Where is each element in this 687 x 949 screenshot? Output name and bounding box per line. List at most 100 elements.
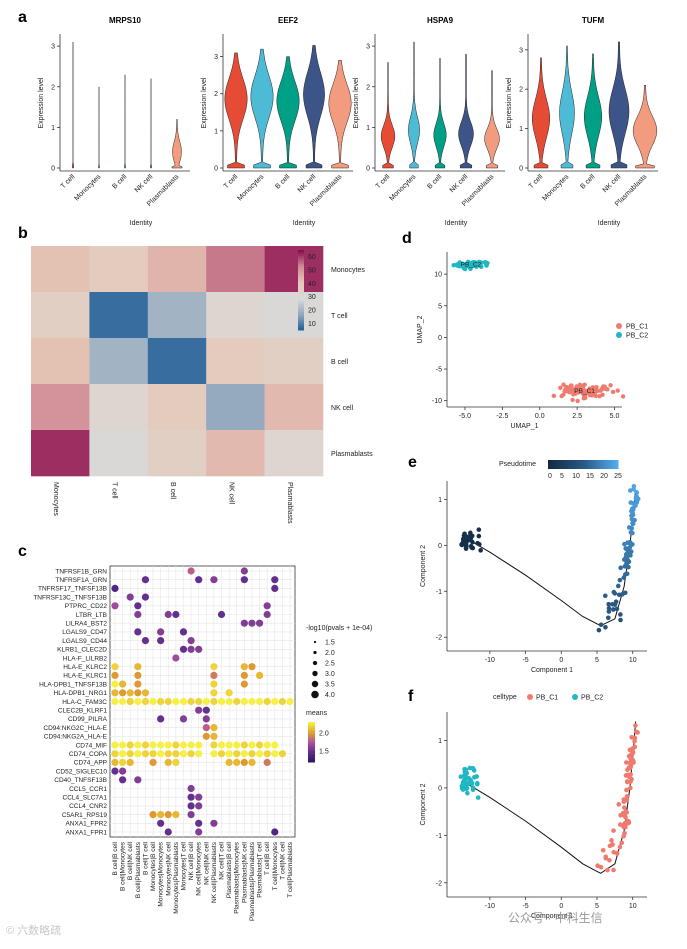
violin-category-label: T cell [375,173,392,190]
dotplot-point [172,741,180,749]
dotplot-point [149,741,157,749]
violin-ytick-label: 1 [366,125,370,132]
pseudotime-legend-step [592,460,596,469]
dotplot-point [187,802,195,810]
traj-point [603,624,608,630]
umap-point [484,263,489,268]
pseudotime-legend-step [601,460,605,469]
traj-point [623,572,628,577]
dotplot-point [225,697,233,706]
traj-point [606,605,612,611]
dotplot-point [134,689,142,697]
heatmap-legend-step [298,318,304,321]
violin-MRPS10-0 [72,42,74,169]
traj-point [461,781,467,786]
heatmap-legend-tick: 20 [308,308,316,315]
traj-xtick-label: -10 [485,903,495,910]
umap-ylabel: UMAP_2 [417,315,424,343]
heatmap-cell [206,430,265,477]
celltype-legend-title: celltype [493,694,517,701]
umap-xtick-label: 0.0 [535,413,545,420]
traj-ytick-label: -2 [436,635,442,642]
heatmap-legend-tick: 40 [308,281,316,288]
dotplot-point [195,741,203,749]
umap-ytick-label: 5 [438,303,442,310]
dotplot-point [255,750,264,758]
color-legend-title: means [306,710,328,717]
heatmap-legend-step [298,282,304,285]
violin-ytick-label: 2 [366,84,370,91]
dotplot-point [119,776,127,784]
dotplot-point [248,619,256,627]
traj-point [612,591,618,596]
traj-point [606,601,611,607]
color-legend-step [308,740,315,743]
dotplot-x-label: Plasmablasts|Monocytes [234,841,241,914]
violin-ytick-label: 2 [51,84,55,91]
violin-ytick-label: 3 [214,54,218,61]
dotplot-y-label: LGALS9_CD47 [62,629,107,636]
dotplot-y-label: HLA-DPB1_NRG1 [54,690,108,697]
traj-point [630,510,635,516]
traj-point [609,838,614,843]
heatmap-legend-step [298,298,304,301]
dotplot-point [210,697,218,706]
dotplot-point [141,593,150,601]
dotplot-y-label: ANXA1_FPR2 [65,821,107,828]
traj-xtick-label: 0 [559,657,563,664]
traj-ytick-label: 1 [438,497,442,504]
color-legend-step [308,758,315,760]
dotplot-point [271,576,279,584]
umap-xtick-label: 5.0 [610,413,620,420]
dotplot-point [187,784,195,793]
dotplot-point [263,602,271,610]
heatmap-cell [206,292,265,339]
heatmap-legend-step [298,322,304,325]
heatmap-cell [31,246,90,293]
dotplot-point [271,584,279,593]
dotplot-point [286,697,294,706]
traj-point [629,516,635,522]
violin-category-label: B cell [579,173,596,190]
violin-ylabel: Expression level [506,77,513,128]
dotplot-y-label: TNFRSF17_TNFSF13B [38,586,107,593]
umap-point [615,388,620,393]
violin-ytick-label: 1 [51,125,55,132]
dotplot-point [225,741,233,749]
pseudotime-legend-step [573,460,577,469]
dotplot-point [172,750,180,758]
pseudotime-legend-step [597,460,600,469]
dotplot-point [263,758,271,767]
traj-point [631,483,637,489]
heatmap-legend-step [298,260,304,263]
violin-HSPA9-4 [484,70,500,169]
heatmap-legend-step [298,290,304,293]
dotplot-x-label: Monocytes|NK cell [165,841,172,895]
traj-point [620,592,625,597]
dotplot-point [164,741,172,749]
dotplot-point [195,819,203,827]
traj-point [618,612,623,617]
dotplot-point [134,750,142,758]
dotplot-point [149,750,157,758]
traj-point [607,843,613,849]
traj-point [614,606,620,612]
heatmap-legend-step [298,328,304,331]
dotplot-x-label: B cell|T cell [142,841,149,875]
traj-point [611,867,616,873]
traj-point [616,802,622,807]
dotplot-point [217,741,226,749]
dotplot-point [240,619,248,627]
dotplot-x-label: T cell|Plasmablasts [287,841,294,898]
violin-ytick-label: 2 [519,87,523,94]
heatmap-cell [264,384,324,431]
dotplot-point [202,706,210,714]
traj-point [629,756,635,762]
heatmap-legend-step [298,268,304,271]
dotplot-point [195,645,203,653]
dotplot-point [195,828,203,836]
violin-xlabel: Identity [445,220,468,227]
umap-legend-label: PB_C1 [626,324,648,331]
size-legend-label: 4.0 [325,692,335,699]
size-legend-dot [313,650,317,655]
